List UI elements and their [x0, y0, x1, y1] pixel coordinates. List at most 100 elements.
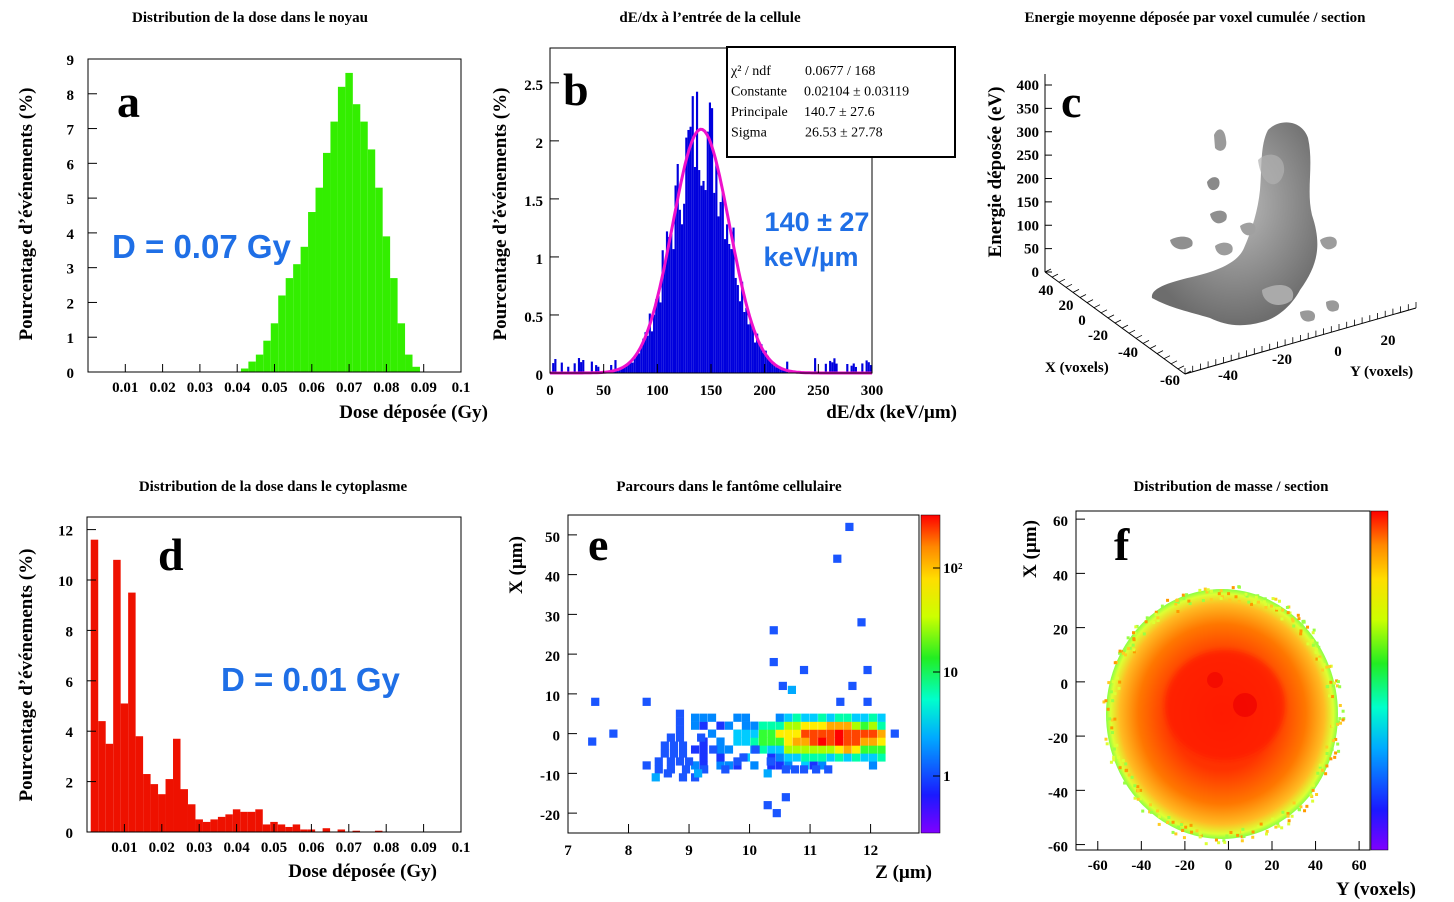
xtick-label-a: 0.05 [261, 380, 287, 396]
bar-b [829, 360, 832, 373]
bar-b [751, 328, 754, 373]
title-d: Distribution de la dose dans le cytoplas… [139, 479, 408, 495]
bar-a [412, 366, 420, 372]
bar-a [345, 72, 353, 373]
bar-b [640, 347, 643, 373]
bar-d [180, 789, 188, 832]
bar-b [854, 366, 857, 373]
cell-e [716, 753, 725, 762]
bar-b [777, 365, 780, 373]
bar-d [255, 809, 263, 832]
bar-b [713, 192, 716, 373]
cell-e [775, 729, 784, 738]
xtick-label-d: 0.02 [149, 840, 175, 856]
ytick-label-f: -40 [1048, 785, 1068, 801]
ytick-label-a: 8 [67, 88, 75, 104]
bar-b [620, 366, 623, 373]
bars-d [90, 539, 383, 832]
bar-b [672, 249, 675, 373]
bar-a [278, 295, 286, 372]
bar-a [337, 86, 346, 373]
ytick-label-c: 0 [1334, 344, 1342, 360]
xtick-label-a: 0.04 [224, 380, 251, 396]
cell-e [835, 713, 844, 722]
cell-e [877, 713, 886, 722]
ytick-label-e: -20 [540, 808, 560, 824]
bar-b [749, 320, 752, 373]
bar-b [648, 313, 651, 373]
cell-e [660, 749, 669, 758]
stats-box-b: χ² / ndf 0.0677 / 168 Constante 0.02104 ± 0… [726, 46, 956, 158]
bar-b [708, 102, 711, 373]
bar-b [715, 162, 718, 373]
cell-e [690, 761, 700, 770]
ylabel-e: X (µm) [506, 536, 527, 594]
annotation-b-line1: 140 ± 27 [765, 207, 870, 237]
cell-e [877, 729, 886, 738]
xlabel-a: Dose déposée (Gy) [339, 402, 488, 423]
cell-e [758, 721, 767, 730]
ztick-label-c: 100 [1017, 218, 1040, 234]
ytick-label-f: 40 [1053, 568, 1068, 584]
ytick-label-d: 6 [66, 675, 74, 691]
cell-e [699, 745, 708, 754]
xtick-label-a: 0.03 [187, 380, 213, 396]
ytick-label-d: 12 [58, 524, 73, 540]
cell-e [716, 721, 725, 730]
cell-e [678, 773, 688, 782]
bar-b [678, 209, 681, 373]
panel-letter-c: c [1061, 76, 1081, 127]
cell-e [877, 721, 886, 730]
bar-a [248, 361, 256, 372]
bar-b [700, 185, 703, 373]
colorbar-e [920, 514, 941, 834]
bar-b [814, 358, 817, 373]
cell-e [651, 773, 660, 782]
cell-e [792, 745, 801, 754]
bar-b [567, 366, 570, 373]
colorbar-f [1370, 510, 1389, 851]
annotation-a: D = 0.07 Gy [112, 228, 292, 265]
bar-a [255, 354, 264, 372]
ytick-label-f: 0 [1061, 677, 1069, 693]
cell-e [851, 753, 861, 762]
xtick-label-d: 0.06 [298, 840, 325, 856]
cell-e [809, 729, 818, 738]
cell-e [709, 745, 718, 754]
bar-b [638, 353, 641, 373]
yticks-a: 0 1 2 3 4 5 6 7 8 9 [67, 53, 97, 382]
cell-e [666, 757, 675, 766]
cell-e [851, 713, 861, 722]
bar-b [783, 370, 787, 373]
colorbar-tick-label-e: 10² [943, 561, 963, 577]
bar-b [597, 366, 600, 373]
cell-e [675, 717, 685, 726]
ztick-label-c: 250 [1017, 148, 1040, 164]
yticks-c: -40 -20 0 20 [1218, 333, 1396, 384]
cell-e [660, 741, 669, 750]
cell-e [767, 721, 776, 730]
ytick-label-b: 0 [536, 368, 544, 384]
bar-b [831, 362, 834, 373]
cell-e [868, 721, 878, 730]
bars-b [552, 91, 872, 373]
panel-f: Distribution de masse / section -60 -40 -2… [1020, 479, 1416, 900]
xticks-d: 0.01 0.02 0.03 0.04 0.05 0.06 0.07 0.08 0.09 0.1 [111, 824, 470, 856]
title-f: Distribution de masse / section [1134, 479, 1330, 495]
bar-a [300, 246, 309, 372]
cell-e [750, 721, 759, 730]
ytick-label-d: 2 [66, 776, 74, 792]
bar-b [687, 129, 690, 373]
cell-e [684, 757, 694, 766]
bar-b [861, 363, 864, 373]
bar-b [756, 333, 759, 373]
bar-d [113, 559, 121, 832]
cell-e [694, 769, 703, 778]
ytick-label-e: -10 [540, 768, 560, 784]
xtick-label-c: -20 [1088, 328, 1108, 344]
bar-b [850, 365, 853, 373]
ytick-label-f: 20 [1053, 623, 1068, 639]
xlabel-b: dE/dx (keV/µm) [826, 402, 957, 423]
ytick-label-a: 9 [67, 53, 75, 69]
frame-e [567, 514, 920, 834]
